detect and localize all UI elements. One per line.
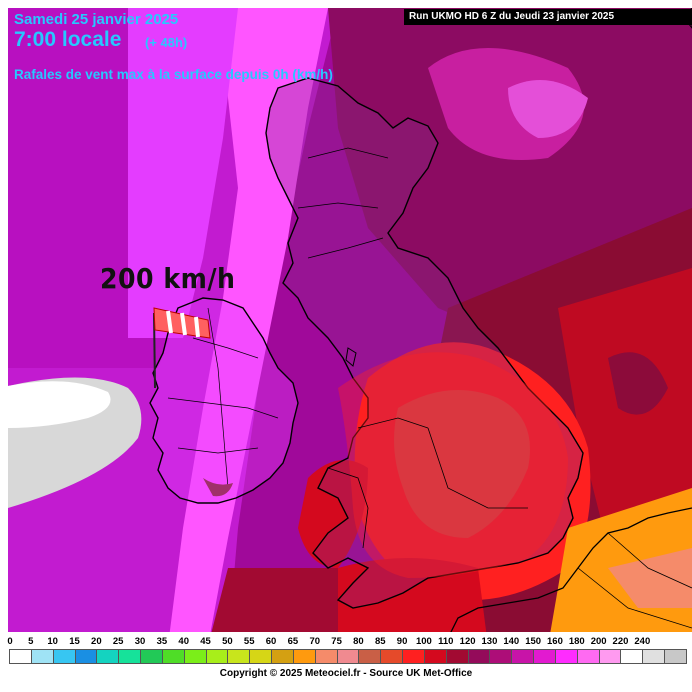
legend-swatch — [402, 649, 425, 664]
legend-tick-label: 35 — [156, 636, 168, 647]
legend-swatch — [489, 649, 513, 664]
legend-tick-label: 85 — [374, 636, 386, 647]
continent-borders — [577, 532, 692, 629]
legend-tick-label: 0 — [7, 636, 13, 647]
legend-swatch — [30, 649, 54, 664]
legend-swatch — [52, 649, 76, 664]
ireland-southwest-patch — [203, 478, 233, 497]
legend-swatch — [183, 649, 207, 664]
salmon-patch — [608, 548, 692, 608]
legend-swatch — [227, 649, 251, 664]
legend-swatch — [96, 649, 120, 664]
maroon-patch — [608, 352, 668, 415]
legend-tick-label: 100 — [415, 636, 432, 647]
white-max-gust-zone — [8, 381, 111, 428]
legend-swatch — [533, 649, 556, 664]
legend-swatch — [118, 649, 142, 664]
scotland-region-borders — [297, 147, 389, 259]
legend-swatch — [9, 649, 32, 664]
legend-tick-label: 160 — [547, 636, 563, 647]
wind-gust-map — [8, 8, 692, 646]
legend-swatch — [642, 649, 666, 664]
legend-tick-label: 25 — [112, 636, 124, 647]
legend-swatch — [271, 649, 294, 664]
legend-tick-label: 240 — [634, 636, 651, 647]
legend-tick-label: 50 — [222, 636, 233, 647]
legend-tick-label: 55 — [243, 636, 255, 647]
continent-coastline — [427, 507, 692, 646]
legend-tick-label: 40 — [178, 636, 189, 647]
parameter-title: Rafales de vent max à la surface depuis … — [14, 67, 333, 82]
red-field-channel — [338, 558, 488, 646]
ireland-coastline — [149, 297, 299, 504]
legend-swatch — [358, 649, 382, 664]
legend-tick-label: 30 — [134, 636, 146, 647]
forecast-local-time: 7:00 locale — [14, 28, 122, 51]
legend-tick-label: 5 — [28, 636, 34, 647]
max-gust-callout: 200 km/h — [100, 262, 236, 295]
legend-tick-label: 15 — [69, 636, 80, 647]
legend-swatch — [445, 649, 469, 664]
great-britain-coastline — [265, 77, 584, 609]
legend-swatch — [467, 649, 491, 664]
legend-swatch — [249, 649, 273, 664]
legend-swatch — [598, 649, 622, 664]
pink-patch-north-sea — [508, 80, 588, 138]
england-gust-overlay — [338, 352, 568, 578]
magenta-zone — [128, 8, 238, 338]
legend-tick-label: 90 — [396, 636, 408, 647]
isle-of-man — [345, 347, 357, 367]
legend-tick-label: 120 — [459, 636, 476, 647]
forecast-lead-time: (+ 48h) — [145, 35, 188, 50]
legend-swatch — [74, 649, 98, 664]
legend-tick-label: 65 — [287, 636, 299, 647]
coral-gust-zone — [394, 390, 530, 538]
legend-tick-label: 130 — [481, 636, 498, 647]
legend-tick-label: 60 — [265, 636, 277, 647]
model-run-label: Run UKMO HD 6 Z du Jeudi 23 janvier 2025 — [404, 9, 692, 25]
england-region-borders — [327, 417, 528, 549]
legend-tick-label: 80 — [353, 636, 364, 647]
legend-tick-label: 220 — [612, 636, 629, 647]
legend-tick-label: 10 — [47, 636, 58, 647]
legend-swatch — [161, 649, 185, 664]
legend-tick-label: 20 — [91, 636, 102, 647]
legend-tick-label: 150 — [525, 636, 542, 647]
legend-swatch — [380, 649, 404, 664]
legend-tick-label: 75 — [331, 636, 342, 647]
legend-tick-label: 180 — [568, 636, 585, 647]
color-scale-legend: 0 5 10 15 20 25 30 35 40 45 50 55 60 65 70 75 80 85 90 100 1… — [0, 632, 692, 692]
legend-tick-label: 45 — [200, 636, 211, 647]
red-wales-zone — [298, 460, 368, 568]
legend-swatch — [423, 649, 447, 664]
legend-swatch — [576, 649, 600, 664]
legend-swatch — [205, 649, 229, 664]
legend-tick-label: 200 — [590, 636, 607, 647]
copyright-text: Copyright © 2025 Meteociel.fr - Source U… — [219, 668, 473, 679]
legend-swatch — [664, 649, 687, 664]
legend-swatch — [554, 649, 578, 664]
legend-swatch — [511, 649, 535, 664]
legend-tick-label: 70 — [309, 636, 321, 647]
legend-tick-label: 140 — [503, 636, 520, 647]
legend-tick-label: 110 — [438, 636, 454, 647]
legend-swatch — [620, 649, 644, 664]
windsock-icon — [153, 307, 211, 389]
legend-swatch — [140, 649, 163, 664]
legend-swatch — [292, 649, 316, 664]
legend-swatch — [314, 649, 338, 664]
legend-swatch — [336, 649, 360, 664]
ireland-county-borders — [167, 307, 279, 489]
forecast-date: Samedi 25 janvier 2025 — [14, 11, 179, 28]
